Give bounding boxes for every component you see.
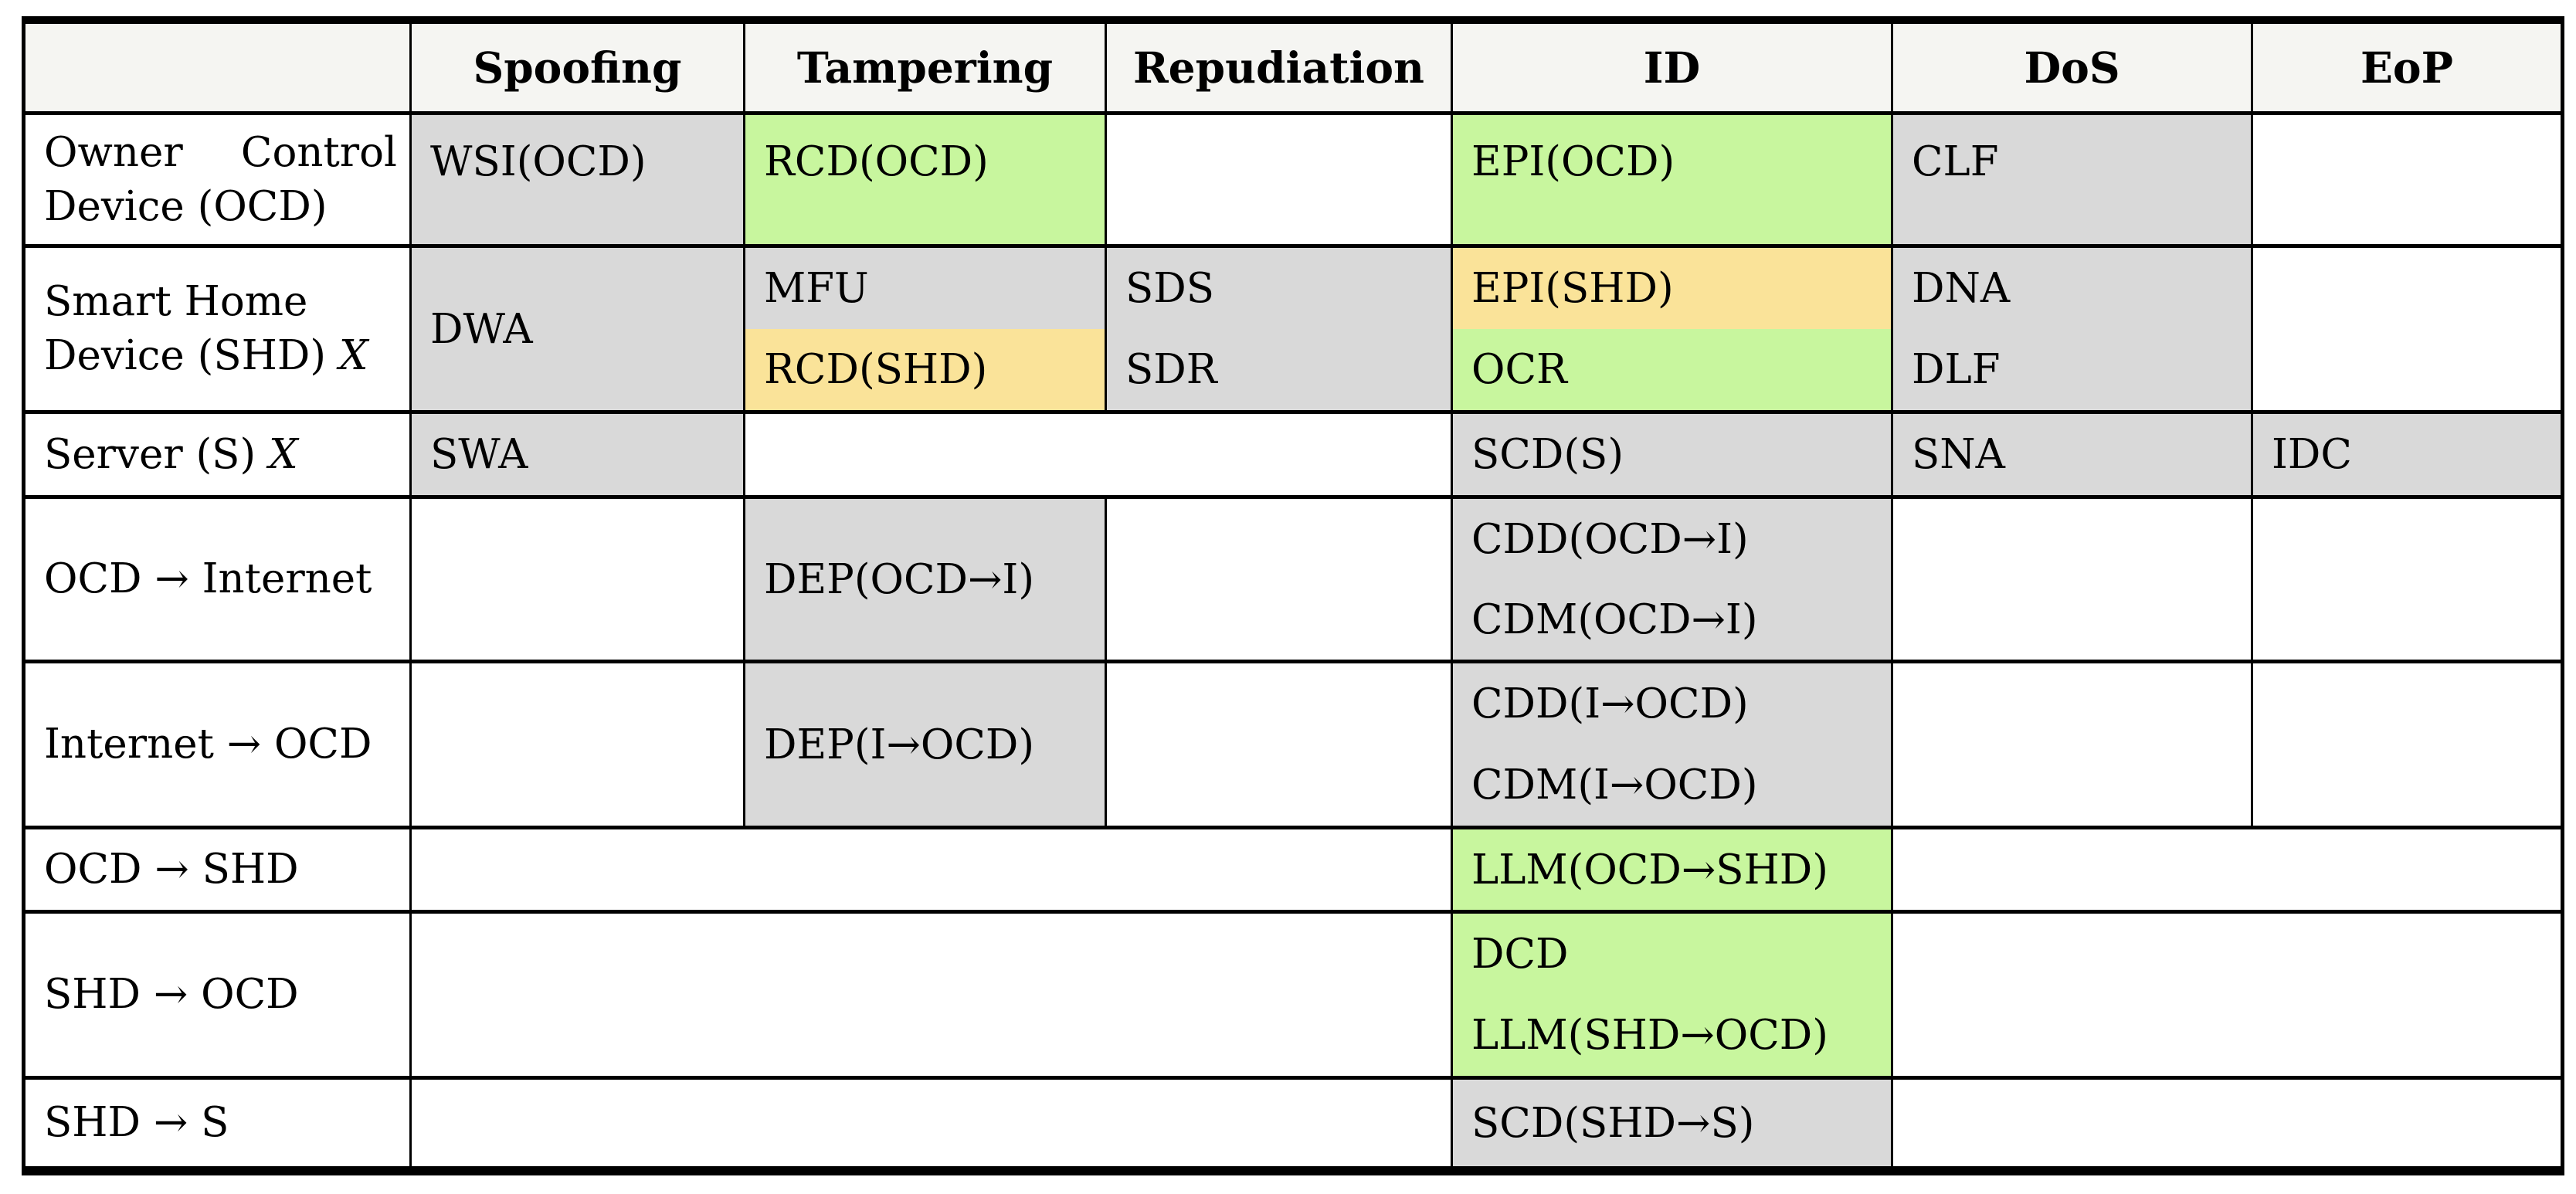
col-header-tampering: Tampering (745, 24, 1107, 115)
row-label-ocd-to-shd-text: OCD → SHD (44, 846, 299, 894)
row-label-shd: Smart Home Device (SHD) X (25, 248, 412, 414)
row-label-shd-to-s: SHD → S (25, 1080, 412, 1166)
col-header-id: ID (1453, 24, 1893, 115)
cell-ocd-shd-str-empty (412, 829, 1453, 914)
cell-shd-ocd-id: DCD LLM(SHD→OCD) (1453, 914, 1893, 1080)
cell-shd-tampering-top: MFU (745, 248, 1105, 329)
cell-shd-id: EPI(SHD) OCR (1453, 248, 1893, 414)
cell-shd-repudiation: SDS SDR (1107, 248, 1453, 414)
cell-shd-spoofing: DWA (412, 248, 745, 414)
cell-ocd-repudiation-empty (1107, 115, 1453, 248)
row-label-shd-to-s-text: SHD → S (44, 1099, 229, 1147)
col-header-repudiation: Repudiation (1107, 24, 1453, 115)
cell-internet-ocd-spoofing-empty (412, 663, 745, 829)
cell-ocd-tampering: RCD(OCD) (745, 115, 1107, 248)
cell-ocd-internet-tampering: DEP(OCD→I) (745, 499, 1107, 663)
cell-ocd-internet-spoofing-empty (412, 499, 745, 663)
cell-internet-ocd-id-bottom: CDM(I→OCD) (1471, 762, 1758, 809)
row-label-server-text: Server (S) X (44, 430, 298, 478)
cell-shd-repudiation-bottom: SDR (1125, 346, 1217, 393)
col-header-eop: EoP (2253, 24, 2561, 115)
col-header-dos: DoS (1893, 24, 2253, 115)
cell-shd-ocd-id-top: DCD (1471, 931, 1569, 978)
cell-server-tampering-repudiation-empty (745, 414, 1453, 499)
row-label-ocd-to-shd: OCD → SHD (25, 829, 412, 914)
cell-ocd-dos: CLF (1893, 115, 2253, 248)
row-label-internet-to-ocd: Internet → OCD (25, 663, 412, 829)
cell-shd-tampering-bottom: RCD(SHD) (745, 329, 1105, 410)
cell-shd-repudiation-top: SDS (1125, 265, 1215, 312)
cell-shd-s-id: SCD(SHD→S) (1453, 1080, 1893, 1166)
row-label-internet-to-ocd-text: Internet → OCD (44, 721, 372, 768)
cell-shd-ocd-dos-eop-empty (1893, 914, 2561, 1080)
corner-header-cell (25, 24, 412, 115)
cell-internet-ocd-id: CDD(I→OCD) CDM(I→OCD) (1453, 663, 1893, 829)
cell-shd-ocd-id-bottom: LLM(SHD→OCD) (1471, 1012, 1828, 1059)
cell-server-spoofing: SWA (412, 414, 745, 499)
cell-ocd-internet-repudiation-empty (1107, 499, 1453, 663)
cell-shd-dos-top: DNA (1912, 265, 2011, 312)
row-label-shd-to-ocd-text: SHD → OCD (44, 971, 299, 1019)
cell-shd-s-dos-eop-empty (1893, 1080, 2561, 1166)
cell-shd-ocd-str-empty (412, 914, 1453, 1080)
cell-server-id: SCD(S) (1453, 414, 1893, 499)
cell-server-dos: SNA (1893, 414, 2253, 499)
cell-ocd-shd-id: LLM(OCD→SHD) (1453, 829, 1893, 914)
col-header-spoofing: Spoofing (412, 24, 745, 115)
cell-shd-id-top: EPI(SHD) (1453, 248, 1891, 329)
cell-ocd-internet-id-bottom: CDM(OCD→I) (1471, 595, 1758, 643)
cell-ocd-internet-eop-empty (2253, 499, 2561, 663)
row-label-ocd-to-internet-text: OCD → Internet (44, 555, 372, 603)
cell-ocd-internet-dos-empty (1893, 499, 2253, 663)
cell-internet-ocd-repudiation-empty (1107, 663, 1453, 829)
row-label-shd-to-ocd: SHD → OCD (25, 914, 412, 1080)
cell-ocd-shd-dos-eop-empty (1893, 829, 2561, 914)
cell-ocd-internet-id: CDD(OCD→I) CDM(OCD→I) (1453, 499, 1893, 663)
cell-internet-ocd-id-top: CDD(I→OCD) (1471, 680, 1749, 728)
cell-ocd-eop-empty (2253, 115, 2561, 248)
row-label-ocd-to-internet: OCD → Internet (25, 499, 412, 663)
cell-shd-id-bottom: OCR (1453, 329, 1891, 410)
stride-threat-table: Spoofing Tampering Repudiation ID DoS Eo… (22, 16, 2564, 1175)
cell-ocd-spoofing: WSI(OCD) (412, 115, 745, 248)
cell-server-eop: IDC (2253, 414, 2561, 499)
cell-ocd-internet-id-top: CDD(OCD→I) (1471, 515, 1749, 563)
cell-shd-tampering: MFU RCD(SHD) (745, 248, 1107, 414)
row-label-shd-text: Smart Home Device (SHD) X (44, 278, 368, 379)
row-label-ocd-text: Owner Control Device (OCD) (44, 128, 397, 230)
cell-internet-ocd-dos-empty (1893, 663, 2253, 829)
row-label-server: Server (S) X (25, 414, 412, 499)
cell-shd-dos-bottom: DLF (1912, 346, 2001, 393)
cell-ocd-id: EPI(OCD) (1453, 115, 1893, 248)
row-label-ocd: Owner Control Device (OCD) (25, 115, 412, 248)
cell-shd-dos: DNA DLF (1893, 248, 2253, 414)
cell-shd-s-str-empty (412, 1080, 1453, 1166)
cell-internet-ocd-eop-empty (2253, 663, 2561, 829)
cell-internet-ocd-tampering: DEP(I→OCD) (745, 663, 1107, 829)
cell-shd-eop-empty (2253, 248, 2561, 414)
